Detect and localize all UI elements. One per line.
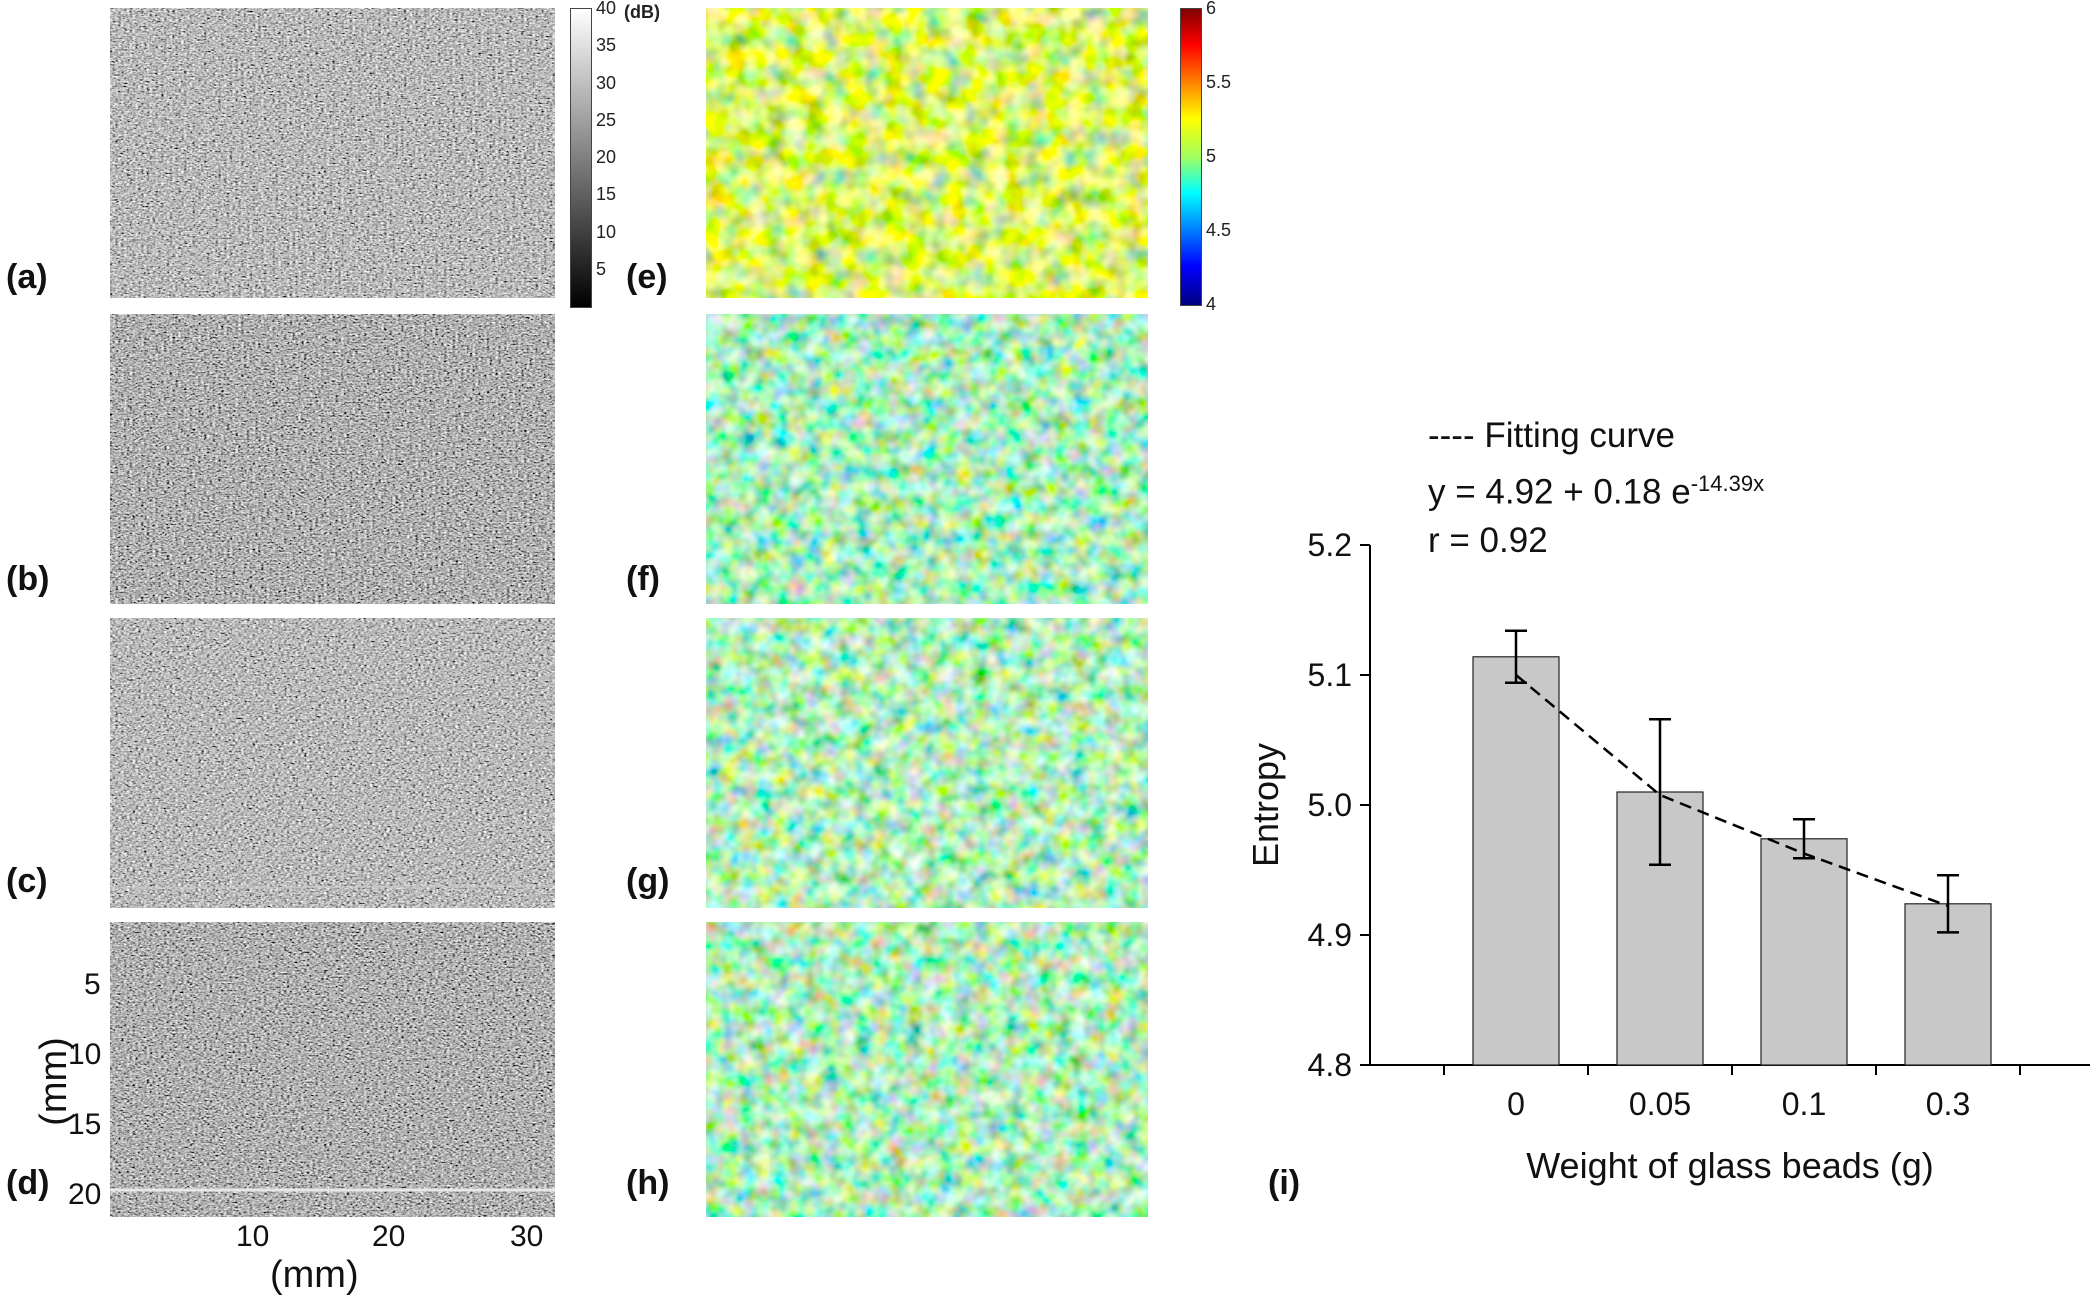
- fit-legend: ---- Fitting curve y = 4.92 + 0.18 e-14.…: [1428, 412, 1764, 565]
- y-tick-label: 4.9: [1308, 917, 1352, 953]
- x-axis-title: Weight of glass beads (g): [1526, 1145, 1934, 1186]
- entropy-colorbar-tick: 5: [1206, 146, 1217, 166]
- gray-colorbar-tick: 10: [596, 221, 617, 242]
- bmode-image-b: [110, 314, 555, 604]
- gray-colorbar-tick: 30: [596, 72, 617, 93]
- bmode-x-tick: 20: [372, 1220, 406, 1253]
- panel-label-g: (g): [626, 862, 670, 900]
- panel-label-b: (b): [6, 560, 50, 598]
- x-tick-label: 0.1: [1782, 1086, 1826, 1122]
- bmode-image-a: [110, 8, 555, 298]
- gray-colorbar: [570, 8, 592, 308]
- fit-equation: y = 4.92 + 0.18 e-14.39x: [1428, 460, 1764, 517]
- x-tick-label: 0.3: [1926, 1086, 1970, 1122]
- x-tick-label: 0: [1507, 1086, 1525, 1122]
- entropy-map-f: [706, 314, 1148, 604]
- bar: [1472, 656, 1560, 1066]
- y-tick-label: 5.1: [1308, 657, 1352, 693]
- bmode-x-tick: 10: [236, 1220, 270, 1253]
- bmode-x-label: (mm): [270, 1254, 359, 1296]
- entropy-colorbar-tick: 6: [1206, 0, 1217, 18]
- bmode-image-c: [110, 618, 555, 908]
- entropy-colorbar-tick: 5.5: [1206, 72, 1232, 92]
- fit-legend-label: ---- Fitting curve: [1428, 416, 1675, 455]
- panel-label-c: (c): [6, 862, 48, 900]
- panel-label-d: (d): [6, 1164, 50, 1202]
- gray-colorbar-tick: 40: [596, 0, 617, 18]
- entropy-map-e: [706, 8, 1148, 298]
- panel-label-e: (e): [626, 258, 668, 296]
- entropy-colorbar: [1180, 8, 1202, 306]
- bmode-y-tick: 20: [68, 1178, 102, 1211]
- bar: [1760, 838, 1848, 1066]
- gray-colorbar-tick: 5: [596, 258, 607, 279]
- y-axis-title: Entropy: [1245, 743, 1286, 867]
- entropy-colorbar-tick: 4: [1206, 294, 1217, 314]
- bmode-y-tick: 15: [68, 1108, 102, 1141]
- panel-label-h: (h): [626, 1164, 670, 1202]
- bmode-y-tick: 5: [84, 968, 101, 1001]
- y-tick-label: 5.2: [1308, 527, 1352, 563]
- fit-equation-base: y = 4.92 + 0.18 e: [1428, 472, 1691, 512]
- gray-colorbar-unit: (dB): [624, 2, 660, 22]
- bmode-y-tick: 10: [68, 1038, 102, 1071]
- entropy-map-h: [706, 922, 1148, 1217]
- gray-colorbar-tick: 25: [596, 109, 617, 130]
- gray-colorbar-tick: 15: [596, 184, 617, 205]
- entropy-colorbar-tick: 4.5: [1206, 220, 1232, 240]
- y-tick-label: 5.0: [1308, 787, 1352, 823]
- y-tick-label: 4.8: [1308, 1047, 1352, 1083]
- panel-label-f: (f): [626, 560, 660, 598]
- bmode-x-tick: 30: [510, 1220, 544, 1253]
- fit-equation-exponent: -14.39x: [1690, 471, 1765, 496]
- fit-curve: [1515, 674, 1949, 908]
- gray-colorbar-tick: 20: [596, 147, 617, 167]
- fit-r-value: r = 0.92: [1428, 520, 1548, 560]
- bmode-image-d: [110, 922, 555, 1217]
- panel-label-a: (a): [6, 258, 48, 296]
- x-tick-label: 0.05: [1629, 1086, 1691, 1122]
- entropy-map-g: [706, 618, 1148, 908]
- gray-colorbar-tick: 35: [596, 35, 617, 56]
- panel-label-i: (i): [1268, 1164, 1301, 1202]
